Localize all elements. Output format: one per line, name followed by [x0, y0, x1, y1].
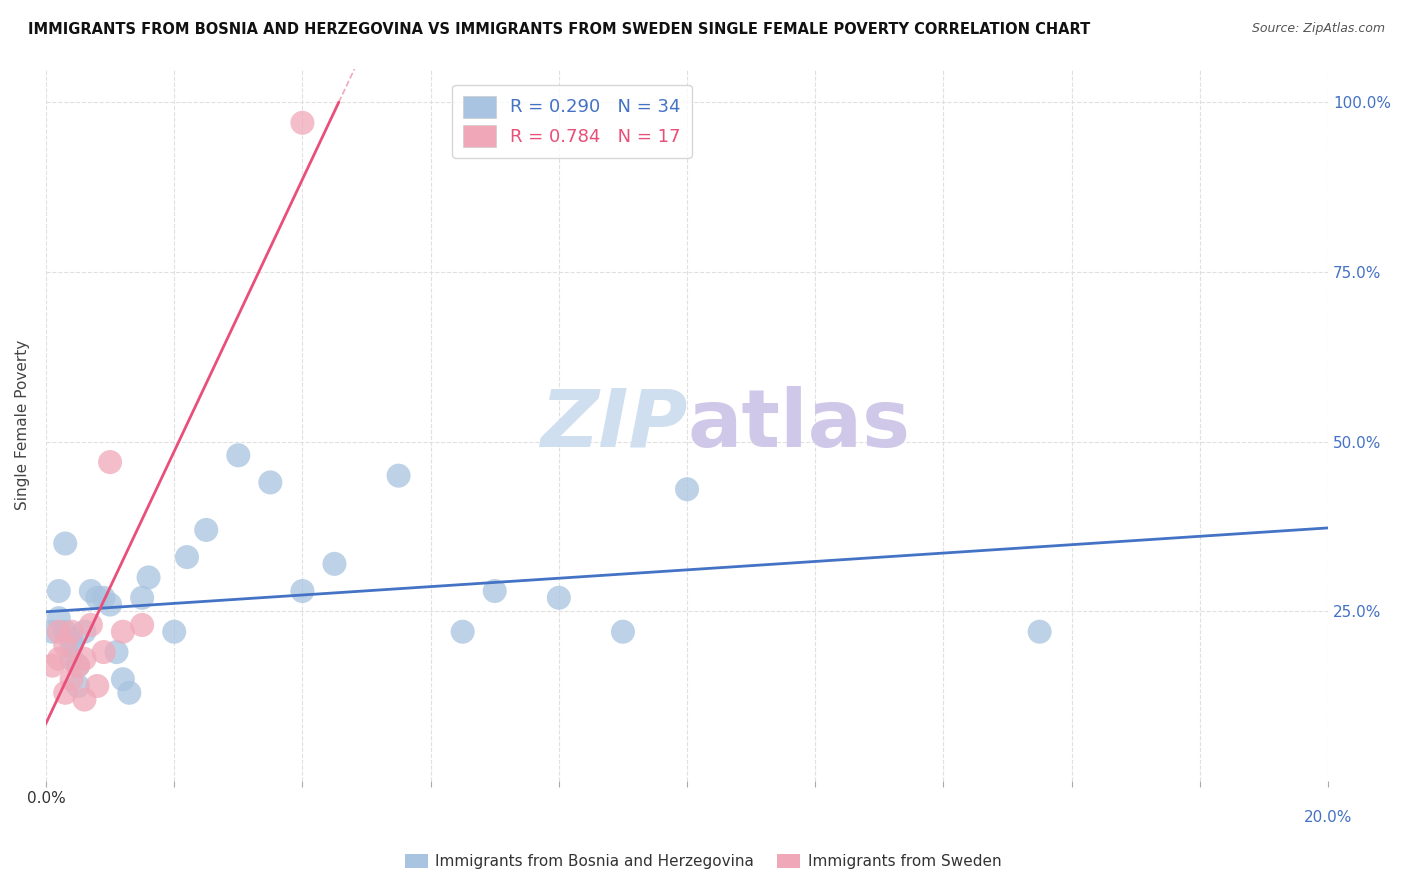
Point	[48, 652, 70, 666]
Point	[226, 448, 249, 462]
Point	[93, 645, 115, 659]
Text: IMMIGRANTS FROM BOSNIA AND HERZEGOVINA VS IMMIGRANTS FROM SWEDEN SINGLE FEMALE P: IMMIGRANTS FROM BOSNIA AND HERZEGOVINA V…	[28, 22, 1091, 37]
Point	[41, 624, 63, 639]
Point	[612, 624, 634, 639]
Point	[291, 584, 314, 599]
Point	[131, 591, 153, 605]
Point	[60, 624, 83, 639]
Point	[98, 455, 121, 469]
Text: atlas: atlas	[688, 385, 910, 464]
Point	[86, 679, 108, 693]
Text: 20.0%: 20.0%	[1303, 810, 1353, 824]
Point	[73, 652, 96, 666]
Legend: Immigrants from Bosnia and Herzegovina, Immigrants from Sweden: Immigrants from Bosnia and Herzegovina, …	[399, 848, 1007, 875]
Point	[60, 652, 83, 666]
Point	[93, 591, 115, 605]
Point	[195, 523, 218, 537]
Point	[111, 624, 134, 639]
Point	[53, 638, 76, 652]
Point	[73, 692, 96, 706]
Point	[80, 618, 103, 632]
Point	[259, 475, 281, 490]
Point	[80, 584, 103, 599]
Point	[53, 686, 76, 700]
Point	[111, 672, 134, 686]
Point	[53, 536, 76, 550]
Point	[48, 611, 70, 625]
Point	[1028, 624, 1050, 639]
Legend: R = 0.290   N = 34, R = 0.784   N = 17: R = 0.290 N = 34, R = 0.784 N = 17	[453, 85, 692, 158]
Point	[60, 638, 83, 652]
Point	[676, 482, 699, 496]
Text: ZIP: ZIP	[540, 385, 688, 464]
Point	[48, 624, 70, 639]
Point	[451, 624, 474, 639]
Point	[48, 584, 70, 599]
Point	[387, 468, 409, 483]
Point	[131, 618, 153, 632]
Point	[484, 584, 506, 599]
Point	[86, 591, 108, 605]
Point	[105, 645, 128, 659]
Point	[60, 632, 83, 646]
Point	[66, 658, 89, 673]
Point	[66, 658, 89, 673]
Point	[547, 591, 569, 605]
Point	[66, 679, 89, 693]
Point	[118, 686, 141, 700]
Point	[176, 550, 198, 565]
Point	[53, 624, 76, 639]
Point	[163, 624, 186, 639]
Y-axis label: Single Female Poverty: Single Female Poverty	[15, 340, 30, 510]
Point	[138, 570, 160, 584]
Point	[323, 557, 346, 571]
Point	[73, 624, 96, 639]
Point	[41, 658, 63, 673]
Text: Source: ZipAtlas.com: Source: ZipAtlas.com	[1251, 22, 1385, 36]
Point	[60, 672, 83, 686]
Point	[291, 116, 314, 130]
Point	[98, 598, 121, 612]
